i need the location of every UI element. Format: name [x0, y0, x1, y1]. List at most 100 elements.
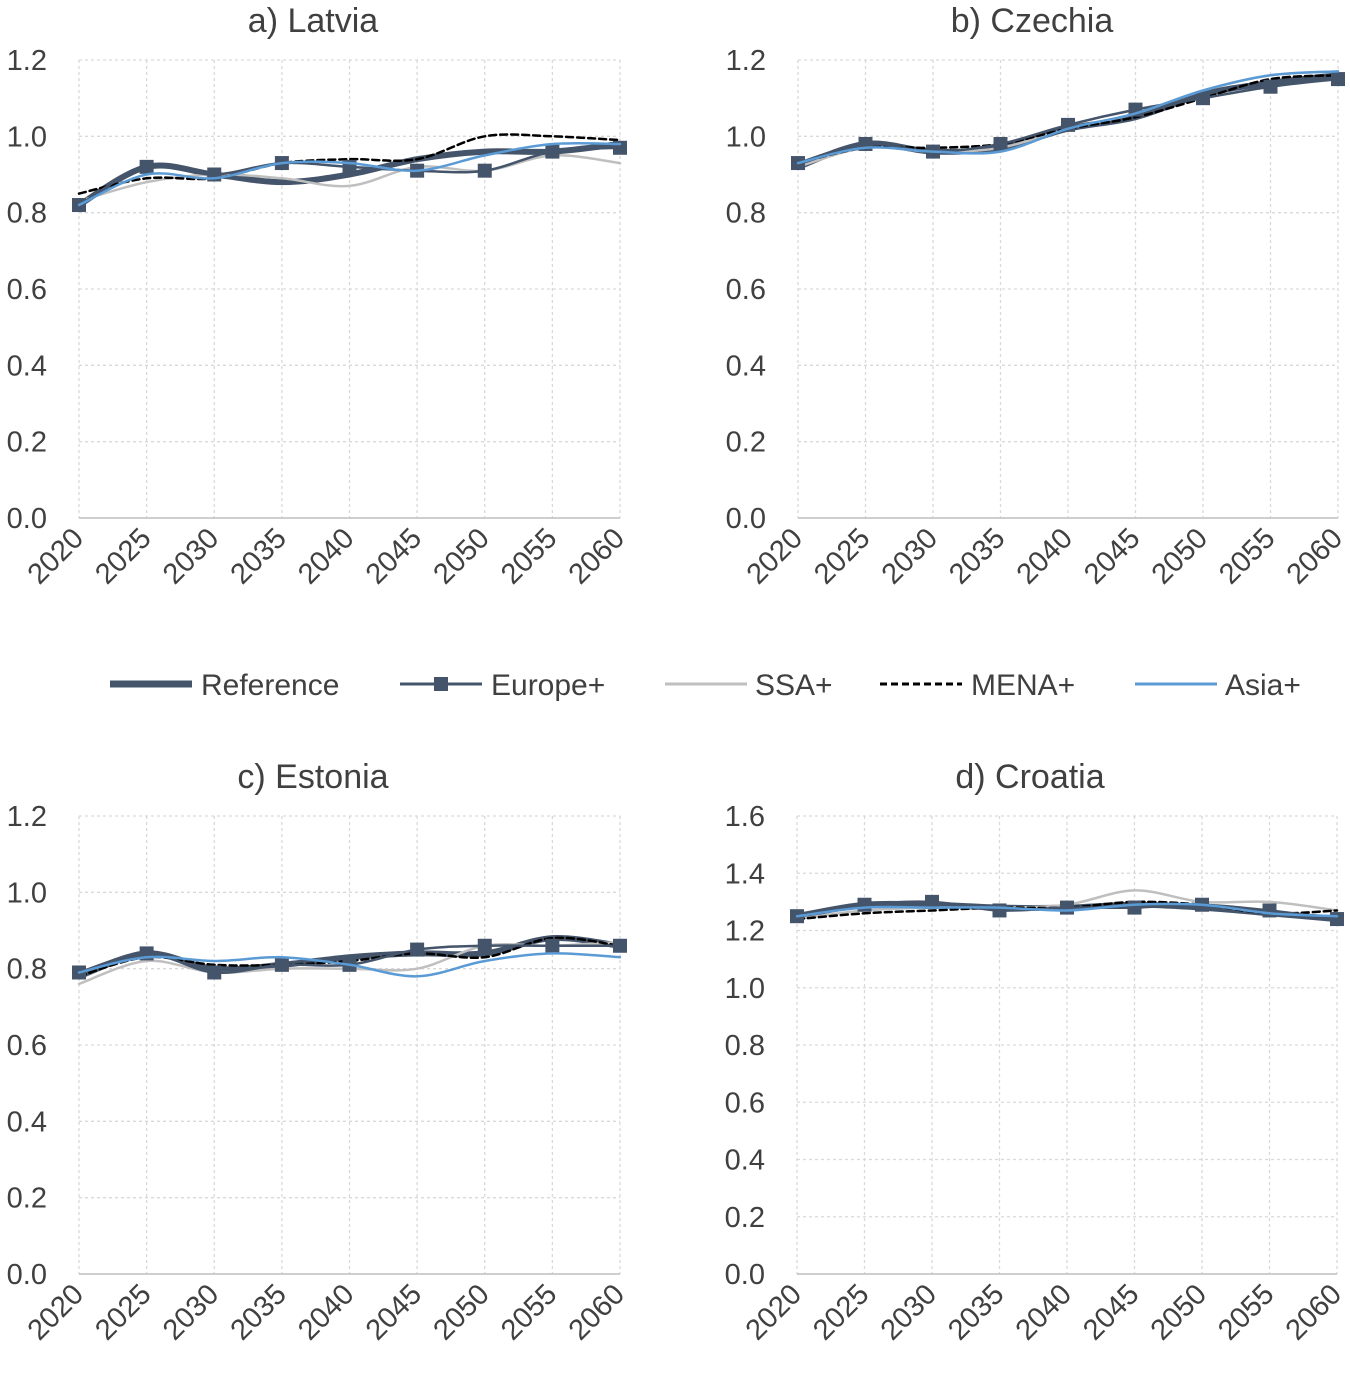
y-tick-label: 0.8	[725, 1030, 765, 1062]
x-tick-label: 2060	[563, 522, 631, 590]
x-tick-label: 2050	[427, 1278, 495, 1346]
panel-title: b) Czechia	[951, 2, 1114, 40]
y-tick-label: 1.0	[725, 973, 765, 1005]
legend-label-reference: Reference	[201, 669, 339, 702]
y-tick-label: 0.0	[726, 503, 766, 535]
data-point-marker	[207, 965, 222, 980]
data-point-marker	[274, 957, 289, 972]
data-point-marker	[1331, 72, 1345, 87]
y-tick-label: 0.4	[725, 1145, 765, 1177]
data-point-marker	[1330, 912, 1344, 927]
x-tick-label: 2035	[225, 522, 293, 590]
data-point-marker	[925, 894, 939, 909]
y-tick-label: 0.8	[7, 198, 47, 230]
x-tick-label: 2060	[1280, 1278, 1348, 1346]
x-tick-label: 2030	[876, 522, 944, 590]
legend-item-europe: Europe+	[400, 669, 605, 702]
legend-item-mena: MENA+	[880, 669, 1075, 702]
y-tick-label: 0.8	[726, 198, 766, 230]
y-tick-label: 0.2	[726, 427, 766, 459]
data-point-marker	[410, 942, 425, 957]
data-point-marker	[993, 136, 1008, 151]
series-line-asia	[77, 141, 622, 207]
series-line-reference	[76, 935, 623, 980]
y-tick-label: 0.0	[7, 1259, 47, 1291]
x-tick-label: 2060	[563, 1278, 631, 1346]
x-tick-label: 2045	[1077, 1278, 1145, 1346]
panel-croatia: d) Croatia 0.0 0.2 0.4 0.6 0.8 1.0 1.2 1.4 1.6 20…	[725, 758, 1348, 1347]
y-tick-label: 0.8	[7, 954, 47, 986]
x-tick-label: 2030	[875, 1278, 943, 1346]
x-tick-label: 2040	[292, 522, 360, 590]
x-tick-label: 2035	[225, 1278, 293, 1346]
x-tick-label: 2055	[495, 1278, 563, 1346]
data-point-marker	[613, 938, 627, 953]
y-tick-label: 1.0	[726, 121, 766, 153]
x-tick-label: 2055	[1212, 1278, 1280, 1346]
series-line-asia	[77, 952, 622, 978]
legend-item-reference: Reference	[110, 669, 339, 702]
x-tick-label: 2045	[360, 1278, 428, 1346]
legend-label-ssa: SSA+	[755, 669, 833, 702]
legend-label-europe: Europe+	[491, 669, 605, 702]
y-tick-label: 1.2	[726, 45, 766, 77]
x-tick-label: 2055	[495, 522, 563, 590]
x-tick-label: 2040	[1010, 1278, 1078, 1346]
data-point-marker	[1127, 900, 1142, 915]
x-tick-label: 2030	[157, 522, 225, 590]
y-tick-label: 0.0	[7, 503, 47, 535]
y-tick-label: 0.6	[725, 1087, 765, 1119]
panel-title: c) Estonia	[237, 758, 388, 796]
y-tick-label: 1.0	[7, 121, 47, 153]
y-tick-label: 1.0	[7, 877, 47, 909]
data-point-marker	[139, 159, 154, 174]
y-tick-label: 0.6	[7, 274, 47, 306]
x-tick-label: 2050	[427, 522, 495, 590]
data-point-marker	[477, 938, 492, 953]
x-tick-label: 2025	[89, 522, 157, 590]
series-line-asia	[795, 902, 1339, 918]
x-tick-label: 2035	[943, 522, 1011, 590]
data-point-marker	[545, 144, 560, 159]
data-point-marker	[857, 897, 872, 912]
data-point-marker	[1060, 900, 1074, 915]
x-tick-label: 2040	[292, 1278, 360, 1346]
y-tick-label: 0.6	[7, 1030, 47, 1062]
series-line-asia	[796, 70, 1340, 165]
y-tick-label: 0.0	[725, 1259, 765, 1291]
legend: Reference Europe+ SSA+ MENA+ Asia+	[110, 669, 1301, 702]
y-tick-label: 0.4	[726, 350, 766, 382]
y-tick-label: 1.2	[7, 801, 47, 833]
y-tick-label: 1.2	[7, 45, 47, 77]
x-tick-label: 2035	[942, 1278, 1010, 1346]
x-tick-label: 2040	[1011, 522, 1079, 590]
y-tick-label: 0.2	[725, 1202, 765, 1234]
legend-label-mena: MENA+	[971, 669, 1075, 702]
y-tick-label: 0.6	[726, 274, 766, 306]
x-tick-label: 2045	[360, 522, 428, 590]
x-tick-label: 2050	[1145, 1278, 1213, 1346]
y-tick-label: 1.2	[725, 916, 765, 948]
x-tick-label: 2050	[1146, 522, 1214, 590]
data-point-marker	[1263, 79, 1278, 94]
y-tick-label: 0.2	[7, 427, 47, 459]
data-point-marker	[545, 938, 560, 953]
legend-marker-europe	[434, 677, 448, 691]
x-tick-label: 2025	[807, 1278, 875, 1346]
data-point-marker	[992, 903, 1007, 918]
y-tick-label: 0.2	[7, 1183, 47, 1215]
legend-item-asia: Asia+	[1135, 669, 1301, 702]
x-tick-label: 2060	[1281, 522, 1349, 590]
y-tick-label: 0.4	[7, 350, 47, 382]
data-point-marker	[477, 163, 492, 178]
data-point-marker	[1196, 91, 1210, 106]
data-point-marker	[1262, 903, 1277, 918]
y-tick-label: 1.6	[725, 801, 765, 833]
y-tick-label: 0.4	[7, 1106, 47, 1138]
y-tick-label: 1.4	[725, 858, 765, 890]
